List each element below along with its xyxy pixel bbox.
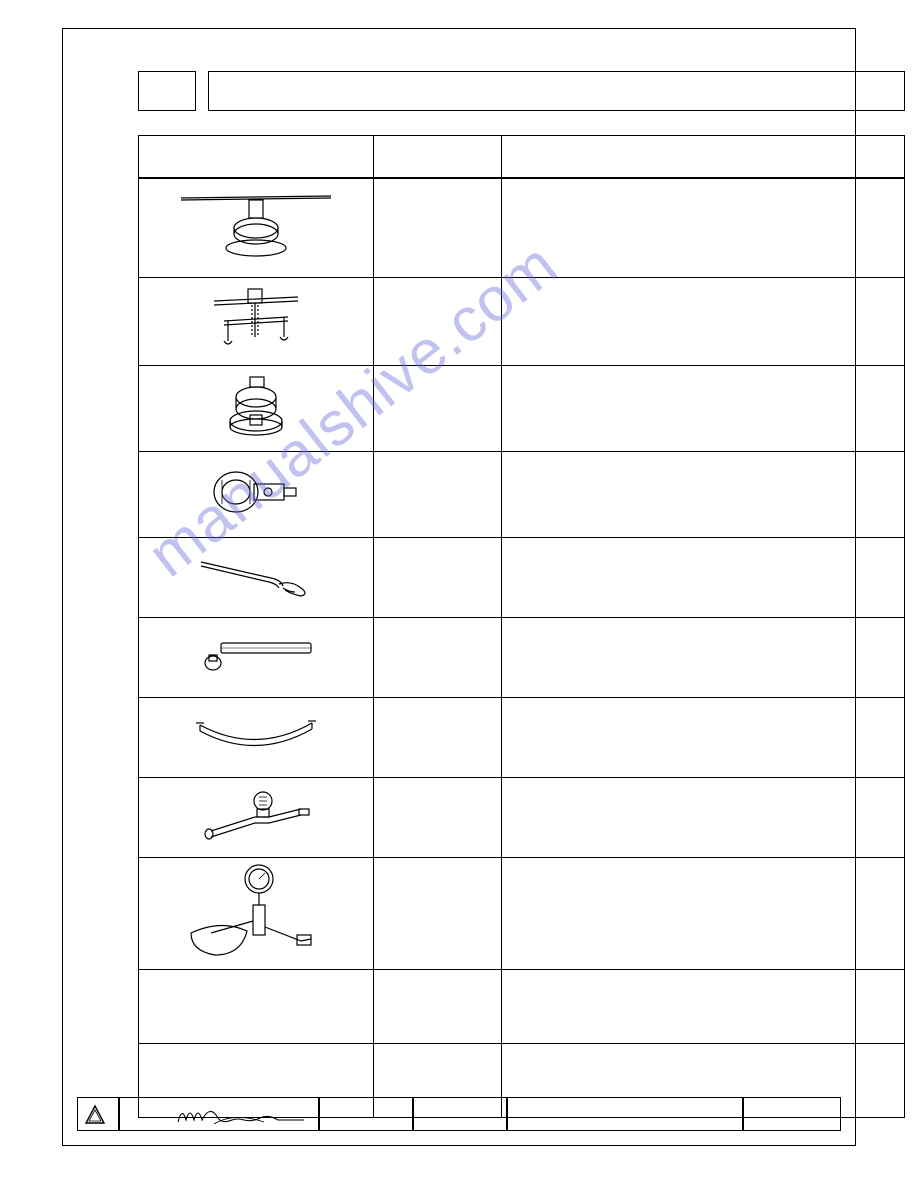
- pressure-tester-icon: [181, 861, 331, 961]
- cell-code: [373, 366, 501, 452]
- cell-image: [139, 698, 374, 778]
- cell-image: [139, 778, 374, 858]
- col-header-description: [501, 136, 904, 178]
- cell-description: [501, 452, 904, 538]
- col-header-image: [139, 136, 374, 178]
- footer-cell-2: [119, 1097, 319, 1131]
- cell-code: [373, 858, 501, 970]
- table-header-row: [139, 136, 905, 178]
- cell-code: [373, 452, 501, 538]
- cell-code: [373, 970, 501, 1044]
- page-border: [62, 28, 856, 1146]
- cell-code: [373, 178, 501, 278]
- footer-cell-4: [413, 1097, 507, 1131]
- drift-punch-icon: [191, 633, 321, 677]
- table-row: [139, 178, 905, 278]
- cell-image: [139, 970, 374, 1044]
- cell-description: [501, 178, 904, 278]
- table-row: [139, 778, 905, 858]
- timing-tool-icon: [191, 787, 321, 843]
- cell-image: [139, 278, 374, 366]
- cell-description: [501, 858, 904, 970]
- cell-code: [373, 618, 501, 698]
- cell-code: [373, 778, 501, 858]
- cell-code: [373, 278, 501, 366]
- cell-description: [501, 618, 904, 698]
- socket-adapter-icon: [216, 371, 296, 441]
- cell-image: [139, 858, 374, 970]
- cell-description: [501, 698, 904, 778]
- cell-image: [139, 618, 374, 698]
- table-row: [139, 858, 905, 970]
- header-row: [138, 71, 905, 111]
- col-header-code: [373, 136, 501, 178]
- cell-description: [501, 970, 904, 1044]
- cell-code: [373, 698, 501, 778]
- cell-description: [501, 538, 904, 618]
- flywheel-puller-icon: [171, 186, 341, 264]
- hook-spanner-icon: [191, 550, 321, 600]
- footer-cell-6: [743, 1097, 841, 1131]
- footer-cell-1: [77, 1097, 119, 1131]
- tools-table: [138, 135, 905, 1118]
- table-row: [139, 452, 905, 538]
- triangle-icon: [84, 1104, 106, 1126]
- retaining-band-icon: [186, 713, 326, 757]
- footer-row: [77, 1097, 841, 1131]
- footer-cell-5: [507, 1097, 743, 1131]
- table-row: [139, 366, 905, 452]
- clutch-holder-icon: [206, 462, 306, 522]
- cell-image: [139, 178, 374, 278]
- cell-code: [373, 538, 501, 618]
- footer-cell-3: [319, 1097, 413, 1131]
- cell-image: [139, 366, 374, 452]
- cell-description: [501, 366, 904, 452]
- header-box-large: [208, 71, 905, 111]
- cell-description: [501, 778, 904, 858]
- bearing-puller-icon: [196, 283, 316, 355]
- table-row: [139, 698, 905, 778]
- table-row: [139, 278, 905, 366]
- cell-description: [501, 278, 904, 366]
- table-row: [139, 538, 905, 618]
- header-box-small: [138, 71, 196, 111]
- table-row: [139, 970, 905, 1044]
- cell-image: [139, 538, 374, 618]
- cell-image: [139, 452, 374, 538]
- table-row: [139, 618, 905, 698]
